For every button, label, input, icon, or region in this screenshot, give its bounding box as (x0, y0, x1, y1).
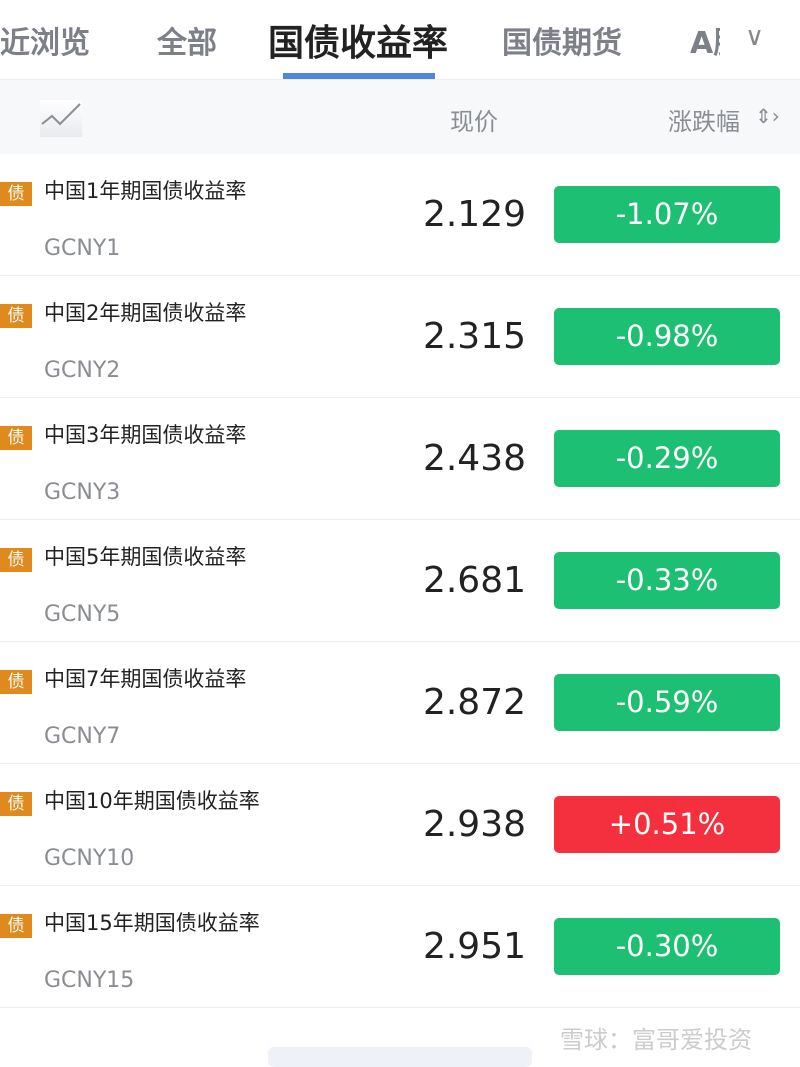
table-row[interactable]: 债 中国15年期国债收益率 GCNY15 2.951 -0.30% (0, 886, 800, 1008)
bond-code: GCNY10 (44, 846, 135, 871)
table-row[interactable]: 债 中国5年期国债收益率 GCNY5 2.681 -0.33% (0, 520, 800, 642)
bond-code: GCNY7 (44, 724, 121, 749)
tab-recent[interactable]: 近浏览 (0, 26, 90, 61)
bond-badge: 债 (0, 792, 32, 816)
bond-code: GCNY1 (44, 236, 121, 261)
price: 2.129 (422, 194, 526, 235)
table-row[interactable]: 债 中国3年期国债收益率 GCNY3 2.438 -0.29% (0, 398, 800, 520)
change-badge[interactable]: -0.33% (554, 552, 780, 609)
bond-code: GCNY2 (44, 358, 121, 383)
price: 2.872 (422, 682, 526, 723)
bond-badge: 债 (0, 182, 32, 206)
price: 2.438 (422, 438, 526, 479)
bond-code: GCNY5 (44, 602, 121, 627)
bottom-bar (268, 1047, 532, 1067)
bond-badge: 债 (0, 304, 32, 328)
table-row[interactable]: 债 中国2年期国债收益率 GCNY2 2.315 -0.98% (0, 276, 800, 398)
change-badge[interactable]: -0.30% (554, 918, 780, 975)
bond-name: 中国7年期国债收益率 (44, 667, 247, 691)
bond-code: GCNY15 (44, 968, 135, 993)
price-column-header: 现价 (450, 108, 498, 136)
bond-name: 中国15年期国债收益率 (44, 911, 260, 935)
bond-name: 中国2年期国债收益率 (44, 301, 247, 325)
tab-bar: 近浏览 全部 国债收益率 国债期货 A股 ∨ (0, 0, 800, 80)
tab-all[interactable]: 全部 (157, 26, 217, 61)
tab-treasury-yield[interactable]: 国债收益率 (268, 23, 449, 64)
bond-name: 中国3年期国债收益率 (44, 423, 247, 447)
active-tab-indicator (283, 73, 435, 79)
bond-badge: 债 (0, 426, 32, 450)
table-row[interactable]: 债 中国1年期国债收益率 GCNY1 2.129 -1.07% (0, 154, 800, 276)
tab-a-shares[interactable]: A股 (690, 26, 720, 61)
price: 2.938 (422, 804, 526, 845)
bond-badge: 债 (0, 914, 32, 938)
bond-badge: 债 (0, 670, 32, 694)
change-badge[interactable]: -1.07% (554, 186, 780, 243)
chevron-down-icon[interactable]: ∨ (745, 22, 765, 52)
bond-name: 中国10年期国债收益率 (44, 789, 260, 813)
bond-code: GCNY3 (44, 480, 121, 505)
price: 2.681 (422, 560, 526, 601)
list-header: 现价 涨跌幅 ⇕› (0, 80, 800, 154)
watermark: 雪球：富哥爱投资 (560, 1026, 752, 1054)
change-badge[interactable]: +0.51% (554, 796, 780, 853)
table-row[interactable]: 债 中国10年期国债收益率 GCNY10 2.938 +0.51% (0, 764, 800, 886)
price: 2.951 (422, 926, 526, 967)
line-chart-icon[interactable] (40, 100, 82, 137)
bond-badge: 债 (0, 548, 32, 572)
tab-treasury-futures[interactable]: 国债期货 (502, 26, 622, 61)
sort-icon[interactable]: ⇕› (755, 104, 780, 128)
change-badge[interactable]: -0.29% (554, 430, 780, 487)
change-badge[interactable]: -0.98% (554, 308, 780, 365)
price: 2.315 (422, 316, 526, 357)
bond-name: 中国1年期国债收益率 (44, 179, 247, 203)
table-row[interactable]: 债 中国7年期国债收益率 GCNY7 2.872 -0.59% (0, 642, 800, 764)
bond-name: 中国5年期国债收益率 (44, 545, 247, 569)
change-column-header[interactable]: 涨跌幅 (668, 108, 740, 136)
change-badge[interactable]: -0.59% (554, 674, 780, 731)
